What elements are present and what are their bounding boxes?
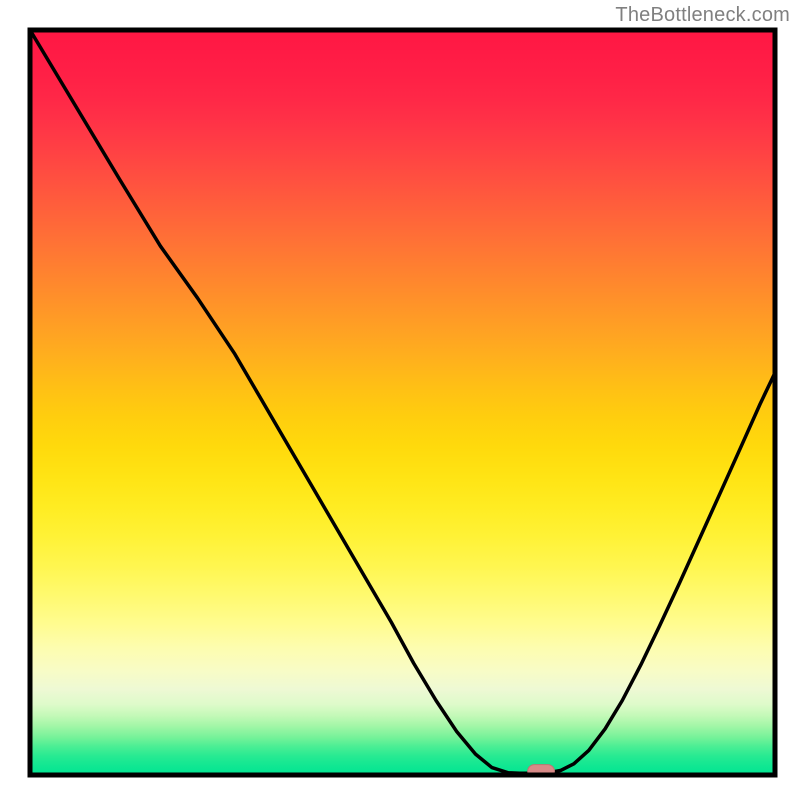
watermark-label: TheBottleneck.com (615, 4, 790, 27)
bottleneck-chart (0, 0, 800, 800)
gradient-background (30, 30, 775, 775)
plot-area (30, 30, 775, 778)
